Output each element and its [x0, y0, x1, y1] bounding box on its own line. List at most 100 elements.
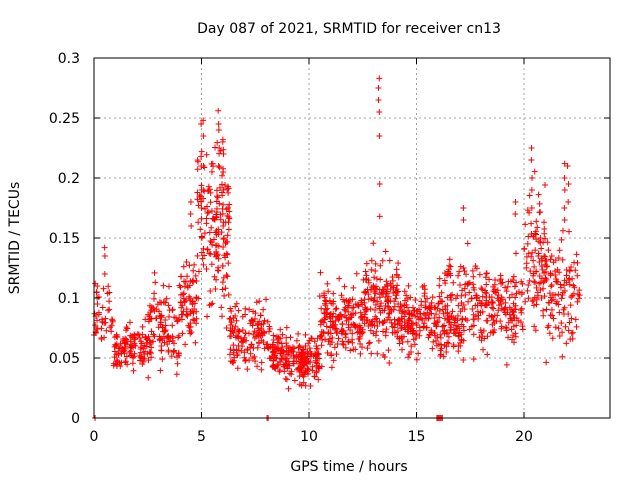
- data-point: [345, 308, 352, 315]
- data-point: [198, 249, 205, 256]
- data-point: [343, 317, 350, 324]
- data-point: [128, 341, 135, 348]
- data-point: [555, 325, 562, 332]
- data-point: [368, 266, 375, 273]
- data-point: [528, 145, 535, 151]
- data-point: [372, 301, 379, 308]
- data-point: [220, 223, 227, 229]
- data-point: [532, 228, 539, 235]
- data-point: [106, 298, 113, 305]
- data-point: [509, 277, 516, 284]
- data-point: [430, 338, 437, 345]
- data-point: [480, 346, 487, 353]
- data-point: [541, 253, 548, 260]
- data-point: [180, 308, 187, 315]
- data-point: [242, 305, 249, 312]
- data-point: [208, 224, 215, 231]
- data-point: [455, 348, 462, 355]
- data-point: [558, 236, 565, 243]
- data-point: [385, 314, 392, 321]
- data-point: [456, 268, 463, 275]
- data-point: [364, 286, 371, 293]
- data-point: [103, 327, 110, 334]
- data-point: [439, 323, 446, 330]
- data-point: [165, 283, 172, 290]
- data-point: [511, 283, 518, 290]
- data-point: [457, 339, 464, 346]
- data-point: [539, 266, 546, 273]
- data-point: [210, 215, 217, 222]
- data-point: [504, 283, 511, 290]
- data-point: [207, 189, 214, 196]
- data-point: [357, 309, 364, 316]
- data-point: [264, 318, 271, 325]
- data-point: [145, 357, 152, 364]
- x-tick-label: 5: [197, 429, 206, 445]
- data-point: [439, 306, 446, 313]
- data-point: [291, 377, 298, 384]
- data-point: [230, 349, 237, 356]
- data-point: [391, 303, 398, 310]
- data-point: [396, 340, 403, 347]
- data-point: [539, 257, 546, 264]
- data-point: [320, 329, 327, 336]
- data-point: [271, 352, 278, 359]
- data-point: [198, 153, 205, 160]
- data-point: [215, 107, 222, 114]
- data-point: [469, 267, 476, 274]
- data-point: [436, 307, 443, 314]
- data-point: [215, 163, 222, 169]
- data-point: [161, 328, 168, 335]
- data-point: [117, 363, 124, 370]
- data-point: [388, 282, 395, 289]
- data-point: [293, 358, 300, 365]
- data-point: [510, 273, 517, 280]
- data-point: [213, 209, 220, 216]
- data-point: [452, 315, 459, 322]
- data-point: [225, 183, 232, 190]
- data-point: [295, 330, 302, 337]
- data-point: [156, 333, 163, 340]
- data-point: [387, 306, 394, 313]
- data-point: [119, 346, 126, 353]
- data-point: [288, 347, 295, 354]
- data-point: [214, 139, 221, 146]
- data-point: [220, 151, 227, 157]
- data-point: [531, 263, 538, 270]
- data-point: [223, 272, 230, 279]
- data-point: [502, 324, 509, 331]
- data-point: [387, 280, 394, 287]
- data-point: [162, 316, 169, 323]
- data-point: [459, 315, 466, 322]
- data-point: [302, 342, 309, 349]
- data-point: [574, 298, 581, 305]
- data-point: [315, 365, 322, 372]
- data-point: [157, 313, 164, 320]
- data-point: [498, 300, 505, 307]
- data-point: [384, 281, 391, 288]
- data-point: [198, 121, 205, 127]
- data-point: [157, 367, 164, 374]
- data-point: [200, 117, 207, 124]
- data-point: [490, 305, 497, 312]
- data-point: [447, 324, 454, 331]
- y-tick-label: 0.3: [58, 51, 80, 67]
- data-point: [470, 273, 477, 280]
- data-point: [228, 319, 235, 326]
- data-point: [441, 277, 448, 284]
- data-point: [258, 366, 265, 373]
- data-point: [436, 275, 443, 282]
- data-point: [421, 282, 428, 289]
- data-point: [456, 282, 463, 289]
- data-point: [407, 328, 414, 335]
- data-point: [331, 344, 338, 351]
- data-point: [552, 292, 559, 299]
- data-point: [193, 308, 200, 315]
- y-tick-label: 0.25: [49, 111, 80, 127]
- data-point: [318, 305, 325, 312]
- data-point: [522, 221, 529, 228]
- data-point: [322, 297, 329, 304]
- data-point: [283, 340, 290, 347]
- data-point: [443, 343, 450, 350]
- data-point: [222, 285, 229, 292]
